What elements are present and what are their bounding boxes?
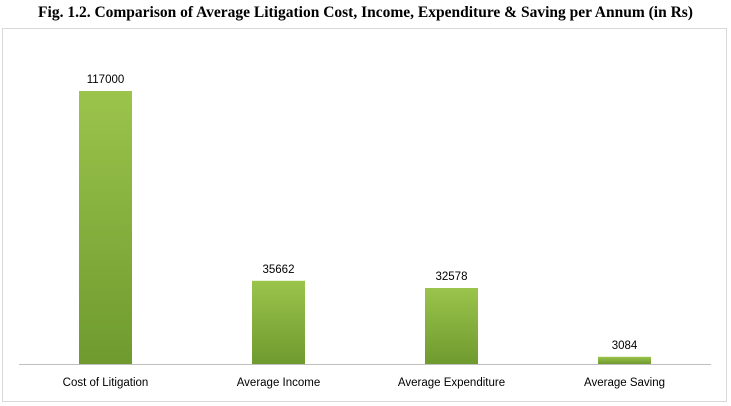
category-label-1: Average Income [237, 377, 321, 389]
category-label-0: Cost of Litigation [63, 377, 149, 389]
category-label-2: Average Expenditure [398, 377, 505, 389]
data-label-2: 32578 [436, 271, 468, 283]
bar-2 [425, 287, 478, 364]
bar-0 [79, 91, 132, 364]
chart-title: Fig. 1.2. Comparison of Average Litigati… [38, 4, 693, 21]
data-label-0: 117000 [87, 74, 125, 86]
data-label-1: 35662 [263, 264, 295, 276]
bar-1 [252, 280, 305, 364]
data-label-3: 3084 [612, 340, 638, 352]
bar-3 [598, 356, 651, 364]
category-label-3: Average Saving [584, 377, 665, 389]
chart-frame [2, 28, 727, 402]
